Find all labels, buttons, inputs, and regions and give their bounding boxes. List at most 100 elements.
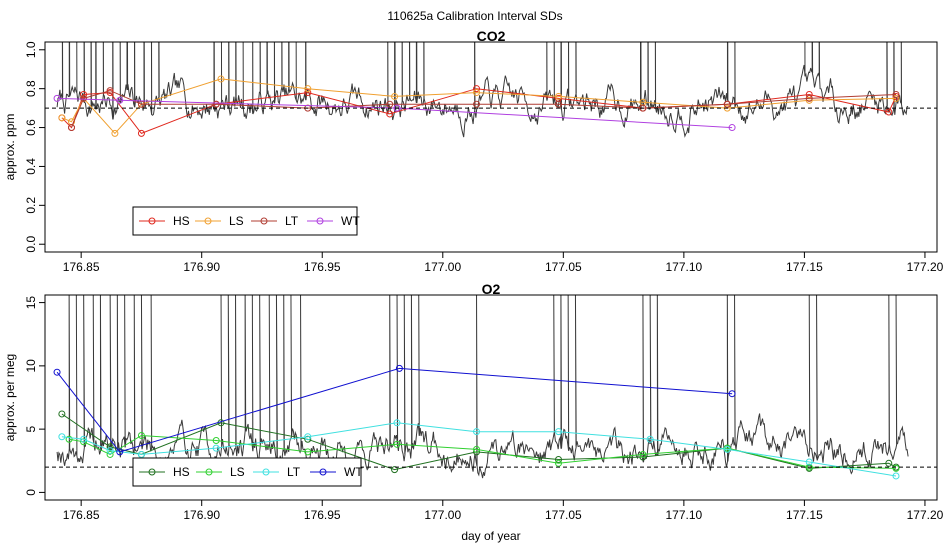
data-point bbox=[728, 390, 736, 398]
plot-frame bbox=[44, 294, 938, 501]
data-point bbox=[391, 466, 399, 474]
data-point bbox=[106, 443, 114, 451]
data-point bbox=[555, 92, 563, 100]
data-point bbox=[106, 447, 114, 455]
data-point bbox=[639, 104, 647, 112]
raw-trace bbox=[56, 42, 909, 138]
data-point bbox=[892, 92, 900, 100]
data-point bbox=[805, 458, 813, 466]
data-point bbox=[395, 364, 403, 372]
data-point bbox=[386, 110, 394, 118]
series-lt bbox=[68, 87, 900, 132]
series-ls bbox=[65, 431, 900, 472]
x-tick-label: 177.05 bbox=[545, 508, 582, 522]
legend-label: LS bbox=[230, 465, 245, 479]
data-point bbox=[473, 85, 481, 93]
x-tick-label: 177.20 bbox=[907, 260, 944, 274]
data-point bbox=[304, 433, 312, 441]
y-axis-label: approx. per meg bbox=[3, 354, 17, 441]
data-point bbox=[53, 368, 61, 376]
data-point bbox=[386, 100, 394, 108]
y-tick-label: 0.6 bbox=[24, 119, 38, 136]
data-point bbox=[728, 124, 736, 132]
legend-swatch-marker bbox=[319, 468, 327, 476]
x-tick-label: 176.85 bbox=[63, 508, 100, 522]
data-point bbox=[137, 431, 145, 439]
data-point bbox=[885, 459, 893, 467]
x-tick-label: 177.20 bbox=[907, 508, 944, 522]
x-tick-label: 177.05 bbox=[545, 260, 582, 274]
legend-swatch-marker bbox=[260, 217, 268, 225]
data-point bbox=[80, 435, 88, 443]
data-point bbox=[80, 438, 88, 446]
data-point bbox=[473, 445, 481, 453]
data-point bbox=[80, 94, 88, 102]
legend-label: LT bbox=[285, 214, 299, 228]
y-tick-label: 0.8 bbox=[24, 80, 38, 97]
data-point bbox=[53, 94, 61, 102]
data-point bbox=[393, 419, 401, 427]
data-point bbox=[106, 87, 114, 95]
legend-swatch-marker bbox=[316, 217, 324, 225]
series-line-wt bbox=[57, 97, 733, 129]
data-point bbox=[80, 91, 88, 98]
legend-label: WT bbox=[344, 465, 363, 479]
data-point bbox=[304, 89, 312, 97]
data-point bbox=[646, 435, 654, 443]
data-point bbox=[473, 100, 481, 108]
data-point bbox=[116, 448, 124, 456]
data-point bbox=[58, 433, 66, 441]
data-point bbox=[892, 464, 900, 472]
co2-panel: CO2 approx. ppm 176.85 176.90 176.95 177.00 17… bbox=[3, 28, 944, 274]
series-line-wt bbox=[56, 367, 733, 453]
series-line-ls bbox=[69, 434, 897, 469]
x-tick-label: 177.00 bbox=[424, 260, 461, 274]
data-point bbox=[885, 108, 893, 116]
data-point bbox=[58, 114, 66, 122]
x-tick-label: 176.90 bbox=[183, 260, 220, 274]
o2-panel: O2 approx. per meg day of year 176.85 176.90… bbox=[3, 281, 944, 543]
data-point bbox=[805, 96, 813, 104]
x-tick-label: 176.95 bbox=[304, 508, 341, 522]
legend-swatch-marker bbox=[204, 217, 212, 225]
x-tick-label: 177.00 bbox=[424, 508, 461, 522]
data-point bbox=[58, 410, 66, 418]
legend-swatch-marker bbox=[205, 468, 213, 476]
data-point bbox=[805, 94, 813, 102]
legend: HS LS LT WT bbox=[132, 206, 360, 236]
x-axis-label: day of year bbox=[461, 529, 520, 543]
data-point bbox=[217, 75, 225, 83]
figure-title: 110625a Calibration Interval SDs bbox=[387, 9, 562, 23]
raw-trace bbox=[56, 295, 909, 479]
data-point bbox=[723, 445, 731, 453]
data-point bbox=[116, 96, 124, 104]
series-lt bbox=[58, 419, 900, 480]
data-point bbox=[723, 100, 731, 108]
y-tick-label: 15 bbox=[24, 296, 38, 310]
series-line-lt bbox=[71, 90, 897, 128]
data-point bbox=[393, 104, 401, 112]
series-line-ls bbox=[61, 78, 897, 135]
data-point bbox=[111, 129, 119, 137]
data-point bbox=[212, 444, 220, 452]
series-line-lt bbox=[61, 422, 897, 477]
data-point bbox=[393, 440, 401, 448]
data-point bbox=[892, 94, 900, 102]
data-point bbox=[892, 91, 900, 98]
legend: HS LS LT WT bbox=[132, 457, 363, 487]
plot-frame bbox=[44, 41, 938, 253]
y-tick-label: 0.4 bbox=[24, 158, 38, 175]
data-point bbox=[212, 437, 220, 445]
panel-title: CO2 bbox=[477, 28, 506, 44]
x-tick-label: 176.90 bbox=[183, 508, 220, 522]
data-point bbox=[391, 92, 399, 100]
y-tick-label: 0.0 bbox=[24, 236, 38, 253]
plot-area bbox=[53, 42, 909, 138]
legend-label: HS bbox=[173, 465, 190, 479]
legend-label: LT bbox=[287, 465, 301, 479]
series-wt bbox=[53, 364, 736, 456]
data-point bbox=[892, 472, 900, 480]
legend-swatch-marker bbox=[148, 217, 156, 225]
x-tick-label: 176.85 bbox=[63, 260, 100, 274]
